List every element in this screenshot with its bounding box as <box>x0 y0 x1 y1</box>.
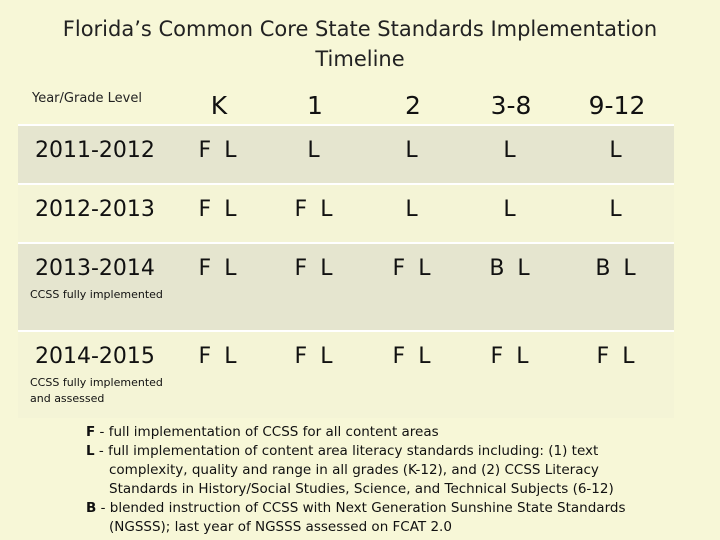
table-cell: F L <box>294 256 336 281</box>
legend-l-key: L <box>86 443 95 459</box>
table-cell: L <box>609 138 625 163</box>
header-grade-3-8: 3-8 <box>490 91 532 120</box>
header-grade-9-12: 9-12 <box>588 91 646 120</box>
legend-b-text-1: - blended instruction of CCSS with Next … <box>96 500 626 516</box>
table-cell: F L <box>294 197 336 222</box>
table-cell: F L <box>198 197 240 222</box>
table-cell: L <box>405 197 421 222</box>
table-row: 2011-2012 F L L L L L <box>18 124 674 184</box>
table-cell: F L <box>198 344 240 369</box>
header-year-grade-label: Year/Grade Level <box>32 91 142 106</box>
header-grade-k: K <box>210 91 228 120</box>
legend-f-key: F <box>86 424 96 440</box>
table-row: 2014-2015 CCSS fully implemented and asse… <box>18 330 674 418</box>
legend-l-text-2: complexity, quality and range in all gra… <box>109 462 599 478</box>
table-cell: L <box>503 197 519 222</box>
legend-l-text-3: Standards in History/Social Studies, Sci… <box>109 481 614 497</box>
legend: F - full implementation of CCSS for all … <box>86 423 706 537</box>
legend-b: B - blended instruction of CCSS with Nex… <box>86 499 706 518</box>
title-line-1: Florida’s Common Core State Standards Im… <box>62 17 658 41</box>
table-cell: F L <box>596 344 638 369</box>
table-cell: F L <box>198 138 240 163</box>
row-note-line-1: CCSS fully implemented <box>30 376 163 389</box>
row-note: CCSS fully implemented <box>30 288 163 301</box>
table-cell: L <box>503 138 519 163</box>
row-note-line-2: and assessed <box>30 392 105 405</box>
header-grade-1: 1 <box>307 91 323 120</box>
table-cell: B L <box>489 256 533 281</box>
row-note: CCSS fully implemented and assessed <box>18 369 172 407</box>
legend-l: L - full implementation of content area … <box>86 442 706 461</box>
table-header-row: Year/Grade Level K 1 2 3-8 9-12 <box>18 83 674 125</box>
legend-f: F - full implementation of CCSS for all … <box>86 423 706 442</box>
legend-f-text: - full implementation of CCSS for all co… <box>95 424 439 440</box>
table-row: 2012-2013 F L F L L L L <box>18 183 674 243</box>
row-year: 2011-2012 <box>35 138 155 163</box>
table-cell: L <box>307 138 323 163</box>
row-year: 2013-2014 <box>35 256 155 281</box>
table-cell: F L <box>294 344 336 369</box>
legend-b-key: B <box>86 500 97 516</box>
timeline-table: Year/Grade Level K 1 2 3-8 9-12 2011-201… <box>18 83 674 418</box>
table-cell: F L <box>490 344 532 369</box>
table-cell: B L <box>595 256 639 281</box>
row-year: 2014-2015 <box>35 344 155 369</box>
table-cell: F L <box>392 344 434 369</box>
table-cell: F L <box>198 256 240 281</box>
legend-b-text-2: (NGSSS); last year of NGSSS assessed on … <box>109 519 452 535</box>
page-title: Florida’s Common Core State Standards Im… <box>0 14 720 74</box>
table-cell: F L <box>392 256 434 281</box>
table-cell: L <box>609 197 625 222</box>
table-row: 2013-2014 CCSS fully implemented F L F L… <box>18 242 674 331</box>
table-cell: L <box>405 138 421 163</box>
title-line-2: Timeline <box>315 47 405 71</box>
header-grade-2: 2 <box>405 91 421 120</box>
legend-l-text-1: - full implementation of content area li… <box>94 443 599 459</box>
row-year: 2012-2013 <box>35 197 155 222</box>
